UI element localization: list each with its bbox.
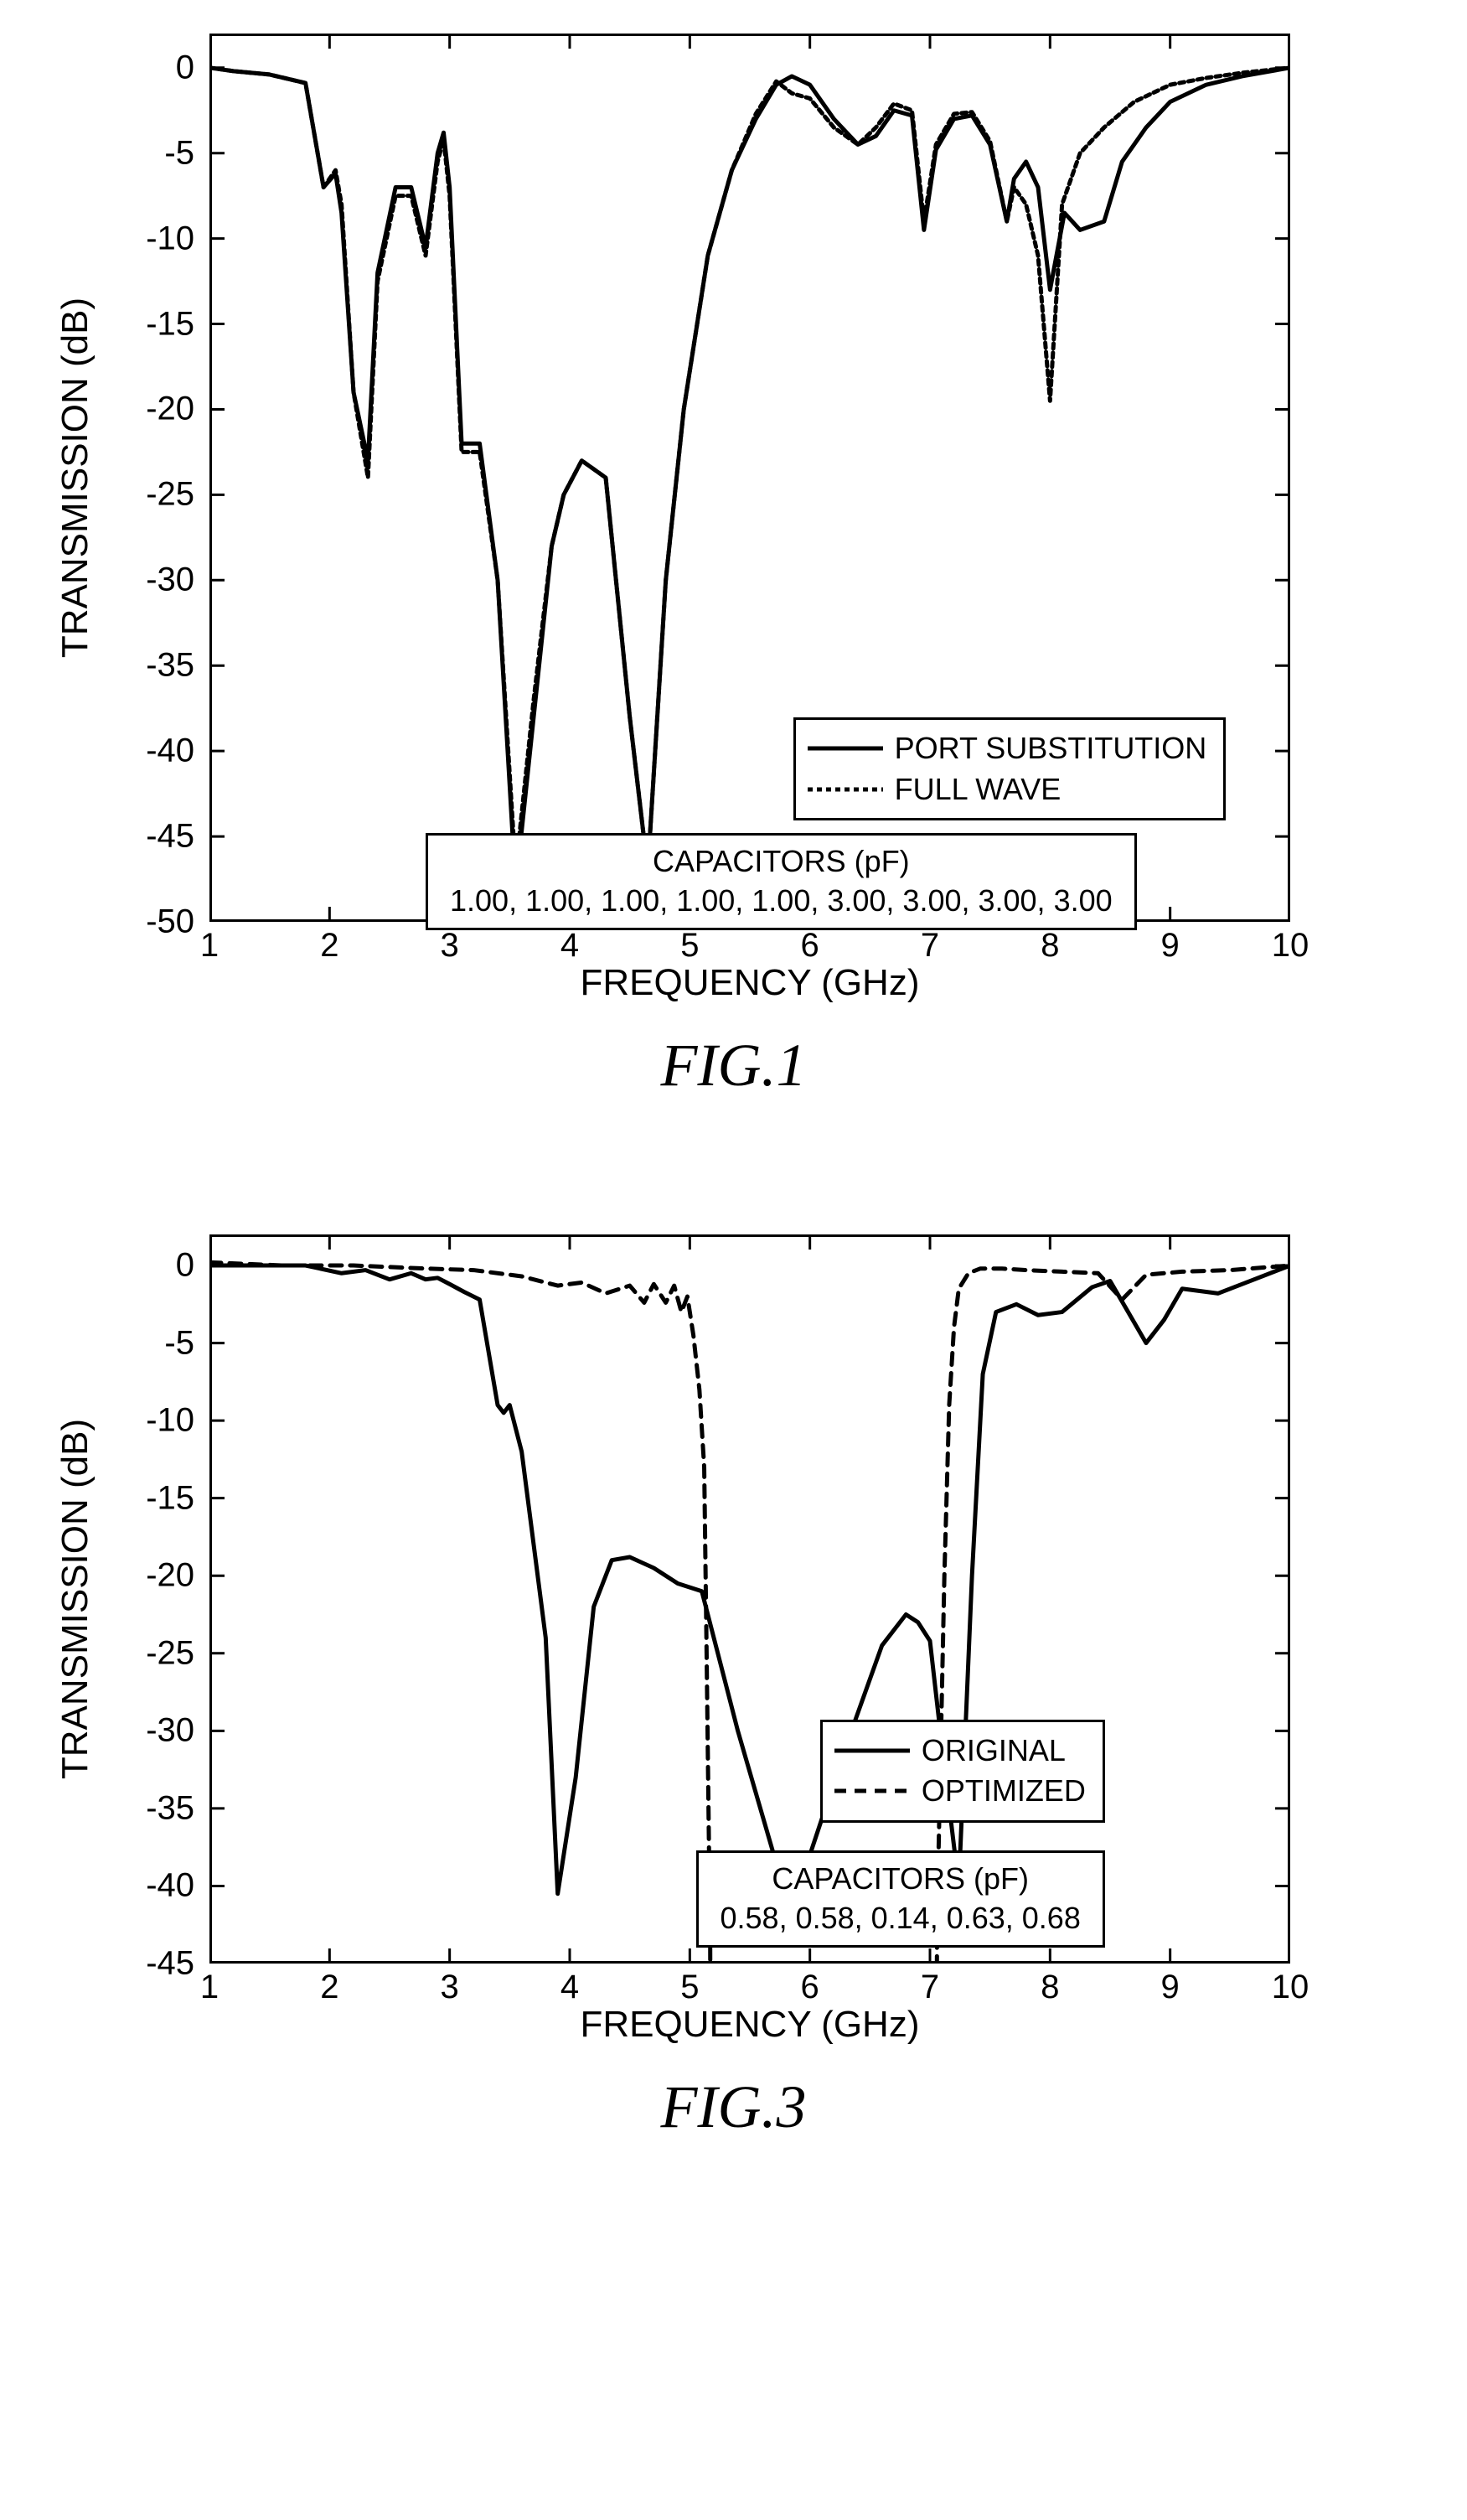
x-tick-label: 2 [320,1969,338,2006]
x-tick-label: 5 [680,927,699,965]
y-tick-label: -25 [126,476,209,514]
y-tick-label: -35 [126,1789,209,1827]
y-tick-label: -5 [126,134,209,172]
y-tick-label: -5 [126,1324,209,1362]
fig1-caption-box: CAPACITORS (pF) 1.00, 1.00, 1.00, 1.00, … [426,833,1137,930]
fig3-y-axis-label: TRANSMISSION (dB) [54,1419,96,1779]
figure-1: FREQUENCY (GHz) TRANSMISSION (dB) PORT S… [34,34,1433,1100]
x-tick-label: 4 [560,927,579,965]
y-tick-label: -45 [126,818,209,856]
fig1-caption-title: CAPACITORS (pF) [450,842,1113,882]
x-tick-label: 9 [1161,927,1180,965]
x-tick-label: 10 [1272,1969,1309,2006]
legend-item-full_wave: FULL WAVE [808,769,1207,810]
fig1-plot-area: FREQUENCY (GHz) TRANSMISSION (dB) PORT S… [209,34,1290,922]
y-tick-label: -15 [126,305,209,343]
legend-label: ORIGINAL [922,1731,1066,1772]
x-tick-label: 4 [560,1969,579,2006]
x-tick-label: 9 [1161,1969,1180,2006]
y-tick-label: 0 [126,1247,209,1285]
fig3-title: FIG.3 [34,2072,1433,2142]
y-tick-label: -10 [126,1402,209,1440]
y-tick-label: -30 [126,561,209,599]
x-tick-label: 8 [1041,1969,1059,2006]
legend-label: FULL WAVE [895,769,1062,810]
x-tick-label: 6 [801,1969,819,2006]
fig1-x-axis-label: FREQUENCY (GHz) [581,962,920,1004]
legend-label: PORT SUBSTITUTION [895,728,1207,769]
y-tick-label: -35 [126,647,209,685]
y-tick-label: 0 [126,49,209,86]
x-tick-label: 7 [921,927,939,965]
y-tick-label: -50 [126,903,209,941]
y-tick-label: -25 [126,1634,209,1672]
fig1-title: FIG.1 [34,1031,1433,1100]
y-tick-label: -20 [126,1557,209,1595]
y-tick-label: -40 [126,1867,209,1905]
legend-item-optimized: OPTIMIZED [834,1771,1086,1812]
legend-label: OPTIMIZED [922,1771,1086,1812]
fig1-legend: PORT SUBSTITUTIONFULL WAVE [793,717,1227,820]
x-tick-label: 3 [441,1969,459,2006]
x-tick-label: 2 [320,927,338,965]
x-tick-label: 7 [921,1969,939,2006]
y-tick-label: -20 [126,391,209,428]
y-tick-label: -15 [126,1479,209,1517]
x-tick-label: 5 [680,1969,699,2006]
y-tick-label: -30 [126,1712,209,1750]
x-tick-label: 10 [1272,927,1309,965]
x-tick-label: 6 [801,927,819,965]
fig3-legend: ORIGINALOPTIMIZED [820,1720,1105,1823]
y-tick-label: -10 [126,220,209,257]
fig3-x-axis-label: FREQUENCY (GHz) [581,2004,920,2046]
x-tick-label: 8 [1041,927,1059,965]
x-tick-label: 3 [441,927,459,965]
legend-item-port_substitution: PORT SUBSTITUTION [808,728,1207,769]
y-tick-label: -40 [126,732,209,770]
y-tick-label: -45 [126,1945,209,1983]
figure-3: FREQUENCY (GHz) TRANSMISSION (dB) ORIGIN… [34,1234,1433,2142]
fig1-caption-values: 1.00, 1.00, 1.00, 1.00, 1.00, 3.00, 3.00… [450,882,1113,921]
fig3-caption-values: 0.58, 0.58, 0.14, 0.63, 0.68 [721,1899,1081,1938]
fig3-caption-title: CAPACITORS (pF) [721,1860,1081,1899]
fig3-caption-box: CAPACITORS (pF) 0.58, 0.58, 0.14, 0.63, … [696,1850,1105,1948]
fig1-y-axis-label: TRANSMISSION (dB) [54,298,96,658]
legend-item-original: ORIGINAL [834,1731,1086,1772]
fig3-plot-area: FREQUENCY (GHz) TRANSMISSION (dB) ORIGIN… [209,1234,1290,1964]
series-original [209,1265,1290,1894]
